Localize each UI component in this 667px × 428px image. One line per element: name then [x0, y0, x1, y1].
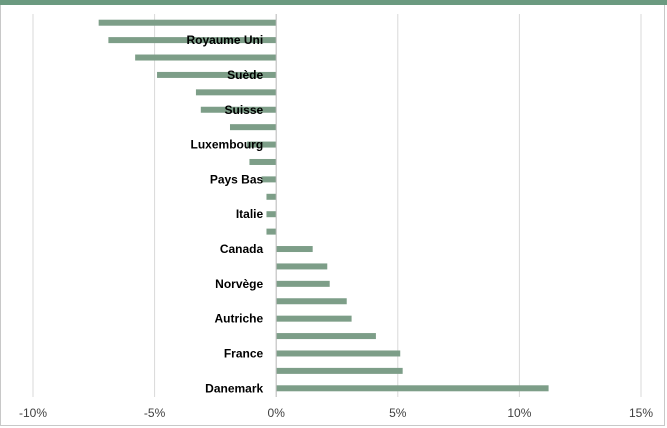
- bar-18: [276, 333, 376, 340]
- bar-4: [195, 89, 277, 96]
- bar-15: [276, 280, 330, 287]
- gridlines: [32, 14, 642, 397]
- category-label: Pays Bas: [210, 172, 264, 186]
- bar-7: [247, 141, 277, 148]
- bar-9: [261, 176, 277, 183]
- category-label: Royaume Uni: [187, 33, 264, 47]
- category-label: Suède: [227, 68, 263, 82]
- category-label: Suisse: [224, 103, 263, 117]
- x-tick-label: 0%: [268, 406, 286, 420]
- x-tick-label: -5%: [144, 406, 166, 420]
- category-label: Italie: [236, 207, 264, 221]
- bar-6: [229, 124, 277, 131]
- category-label: Danemark: [205, 381, 263, 395]
- chart-frame: Royaume Uni Suède Suisse Luxembourg Pays Bas…: [0, 5, 665, 426]
- bar-10: [266, 193, 277, 200]
- bar-5: [200, 106, 277, 113]
- bar-3: [157, 71, 277, 78]
- bar-1: [108, 37, 277, 44]
- bar-16: [276, 298, 347, 305]
- x-axis-ticks: -10% -5% 0% 5% 10% 15%: [19, 406, 653, 420]
- x-tick-label: 5%: [389, 406, 407, 420]
- bar-20: [276, 367, 403, 374]
- bar-12: [266, 228, 277, 235]
- category-labels: Royaume Uni Suède Suisse Luxembourg Pays Bas…: [187, 33, 264, 395]
- x-tick-label: 15%: [629, 406, 653, 420]
- x-tick-label: -10%: [19, 406, 47, 420]
- x-tick-label: 10%: [507, 406, 531, 420]
- category-label: Canada: [220, 242, 264, 256]
- bar-21: [276, 385, 549, 392]
- top-accent-bar: [0, 0, 667, 5]
- bar-13: [276, 246, 313, 253]
- bars: [98, 19, 549, 392]
- bar-8: [249, 158, 277, 165]
- category-label: Luxembourg: [191, 138, 264, 152]
- category-label: Autriche: [215, 312, 264, 326]
- bar-2: [135, 54, 277, 61]
- bar-14: [276, 263, 328, 270]
- category-label: France: [224, 346, 264, 360]
- bar-0: [98, 19, 277, 26]
- bar-17: [276, 315, 352, 322]
- bar-chart: Royaume Uni Suède Suisse Luxembourg Pays Bas…: [19, 14, 653, 420]
- bar-19: [276, 350, 401, 357]
- category-label: Norvège: [215, 277, 263, 291]
- bar-11: [266, 211, 277, 218]
